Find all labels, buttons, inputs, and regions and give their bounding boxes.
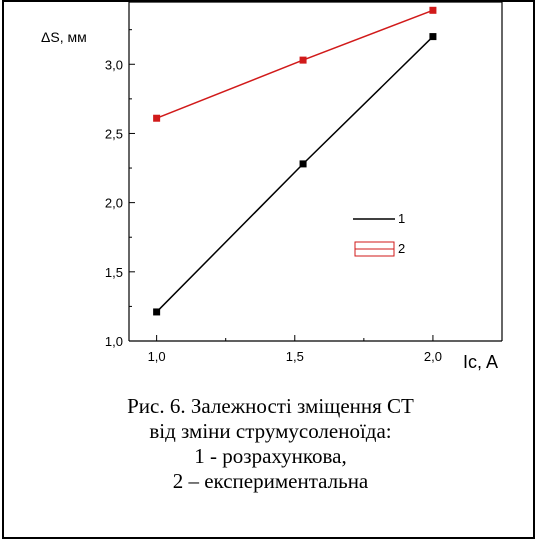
data-point-series-2 [299,56,307,64]
caption-line-2: від зміни струмусоленоїда: [149,419,392,443]
data-point-series-1 [153,308,161,316]
series-line-2 [156,9,434,119]
figure-caption: Рис. 6. Залежності зміщення СТ від зміни… [4,394,537,494]
y-tick-label: 1,0 [105,334,123,349]
caption-line-3: 1 - розрахункова, [194,444,347,468]
data-point-series-2 [429,6,437,14]
x-axis-title: Ic, A [463,352,498,372]
ticks: 1,0 1,5 2,0 1,0 1,5 2,0 2,5 3,0 [105,29,503,364]
caption-line-4: 2 – експериментальна [172,469,369,493]
data-point-series-2 [153,114,161,122]
y-axis-title: ΔS, мм [41,29,87,45]
data-point-series-1 [429,33,437,41]
legend: 1 2 [353,211,405,257]
x-tick-label: 2,0 [424,349,442,364]
legend-label-1: 1 [398,211,405,226]
series-group [153,6,437,316]
y-tick-label: 3,0 [105,57,123,72]
figure-frame: 1,0 1,5 2,0 1,0 1,5 2,0 2,5 3,0 ΔS, мм Ic, A 1 … [2,0,535,539]
line-chart: 1,0 1,5 2,0 1,0 1,5 2,0 2,5 3,0 ΔS, мм Ic, A 1 … [41,2,503,372]
y-tick-label: 2,0 [105,196,123,211]
legend-label-2: 2 [398,241,405,256]
series-line-1 [156,36,434,313]
axes [128,2,503,342]
caption-line-1: Рис. 6. Залежності зміщення СТ [127,394,414,418]
x-tick-label: 1,5 [286,349,304,364]
y-tick-label: 1,5 [105,265,123,280]
data-point-series-1 [299,160,307,168]
y-tick-label: 2,5 [105,126,123,141]
x-tick-label: 1,0 [148,349,166,364]
